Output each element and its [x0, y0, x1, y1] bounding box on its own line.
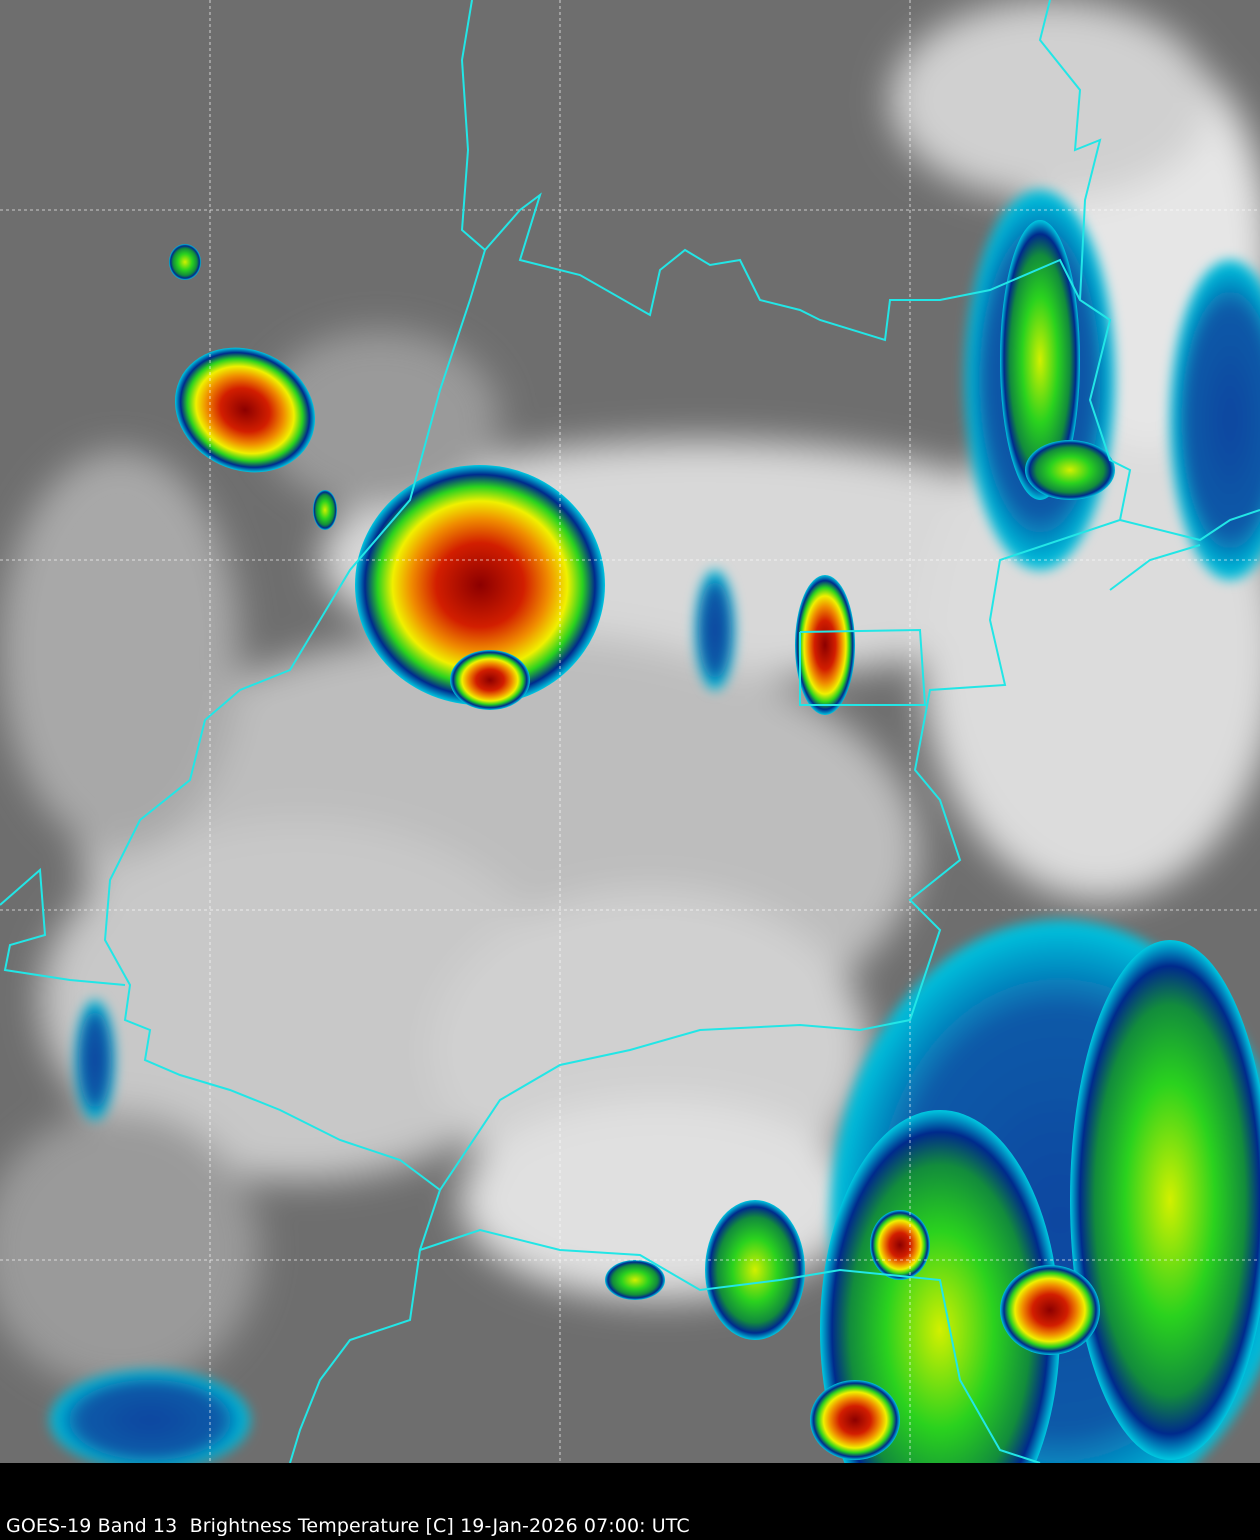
image-caption: GOES-19 Band 13 Brightness Temperature [… — [6, 1515, 690, 1537]
political-borders — [0, 0, 1260, 1463]
satellite-image — [0, 0, 1260, 1463]
grid-lines — [0, 0, 1260, 1463]
